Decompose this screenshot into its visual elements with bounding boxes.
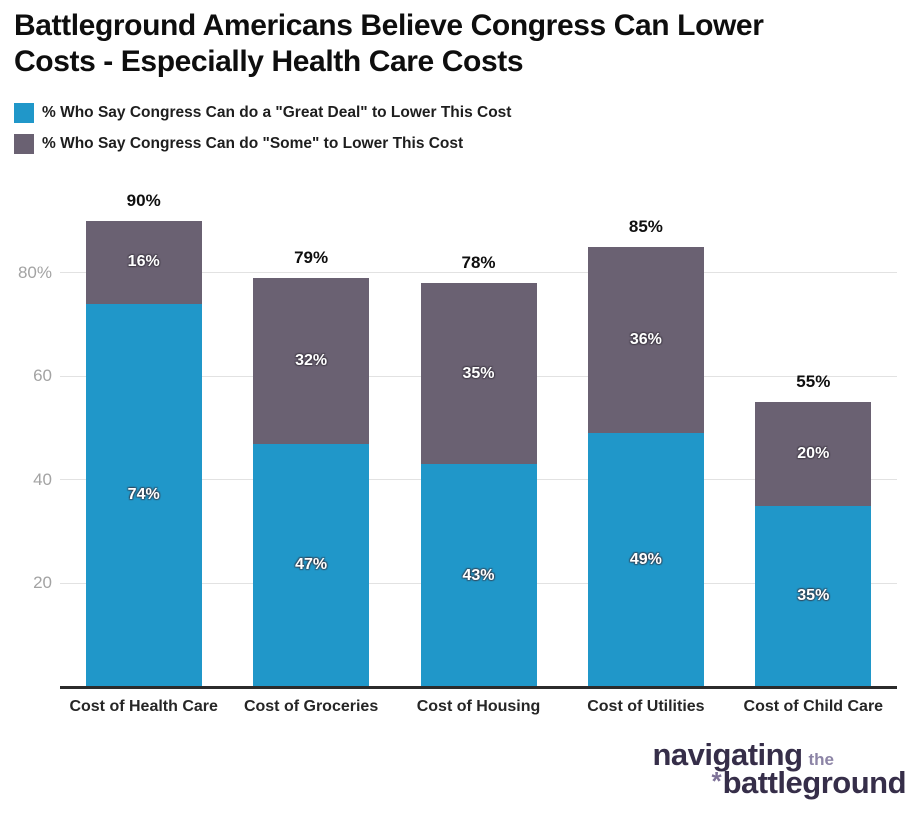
segment-value-label: 36%: [629, 331, 662, 349]
y-axis-tick-label: 40: [33, 469, 52, 489]
bar-total-label: 85%: [628, 216, 663, 236]
legend: % Who Say Congress Can do a "Great Deal"…: [14, 103, 511, 165]
logo-word-navigating: navigating: [652, 737, 803, 772]
legend-swatch-some-icon: [14, 134, 34, 154]
y-axis-tick-label: 20: [33, 573, 52, 593]
y-axis-tick-label: 60: [33, 366, 52, 386]
bar-segment-great-deal: 74%: [85, 303, 202, 687]
bar-segment-great-deal: 47%: [253, 443, 370, 687]
segment-value-label: 35%: [462, 364, 495, 382]
legend-swatch-great-deal-icon: [14, 103, 34, 123]
chart-title: Battleground Americans Believe Congress …: [14, 9, 764, 78]
legend-label-some: % Who Say Congress Can do "Some" to Lowe…: [42, 135, 464, 152]
segment-value-label: 16%: [127, 253, 160, 271]
x-axis-category-label: Cost of Child Care: [743, 698, 884, 715]
segment-value-label: 49%: [629, 551, 662, 569]
gridline-80: [60, 272, 897, 274]
logo-line-2: * battleground: [711, 765, 906, 801]
bar-segment-some: 20%: [755, 402, 872, 506]
logo-word-battleground: battleground: [722, 765, 907, 800]
segment-value-label: 20%: [797, 444, 830, 462]
bar-segment-some: 16%: [85, 220, 202, 304]
bar-total-label: 78%: [461, 253, 496, 273]
x-axis-category-label: Cost of Utilities: [587, 698, 705, 715]
bar-segment-some: 35%: [420, 283, 537, 465]
logo-word-the: the: [808, 750, 835, 769]
bar-segment-great-deal: 43%: [420, 464, 537, 687]
bar-segment-some: 32%: [253, 277, 370, 444]
x-axis-category-label: Cost of Health Care: [69, 698, 218, 715]
x-axis-category-label: Cost of Housing: [416, 698, 541, 715]
legend-item-some: % Who Say Congress Can do "Some" to Lowe…: [14, 134, 511, 154]
segment-value-label: 47%: [295, 556, 328, 574]
segment-value-label: 35%: [797, 587, 830, 605]
segment-value-label: 43%: [462, 566, 495, 584]
bar-segment-great-deal: 49%: [587, 433, 704, 687]
x-axis-category-label: Cost of Groceries: [243, 698, 379, 715]
bar-segment-great-deal: 35%: [755, 505, 872, 687]
logo-line-1: navigating the: [652, 737, 834, 773]
segment-value-label: 74%: [127, 486, 160, 504]
bar-total-label: 55%: [796, 372, 831, 392]
y-axis-tick-label: 80%: [17, 262, 52, 282]
bar-total-label: 90%: [126, 190, 161, 210]
logo-asterisk-icon: *: [711, 766, 722, 796]
navigating-the-battleground-logo: navigating the * battleground: [652, 737, 906, 801]
x-axis-line: [60, 686, 897, 689]
bar-total-label: 79%: [294, 247, 329, 267]
bar-segment-some: 36%: [587, 246, 704, 434]
legend-item-great-deal: % Who Say Congress Can do a "Great Deal"…: [14, 103, 511, 123]
legend-label-great-deal: % Who Say Congress Can do a "Great Deal"…: [42, 104, 512, 121]
segment-value-label: 32%: [295, 351, 328, 369]
